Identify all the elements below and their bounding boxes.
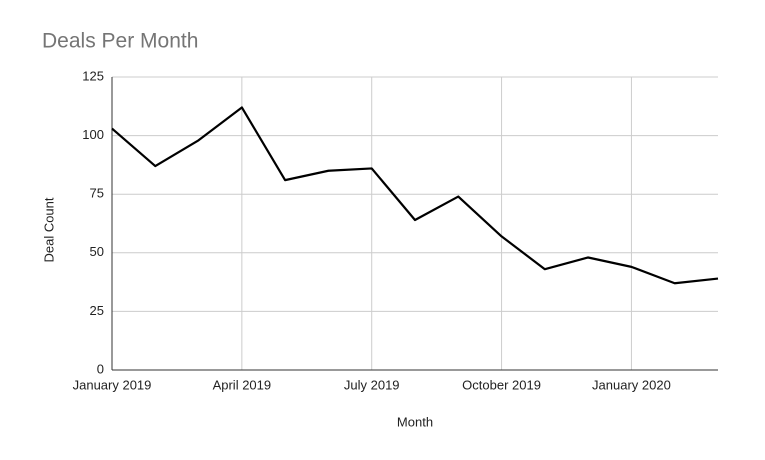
x-tick-label: April 2019 (213, 377, 272, 392)
x-tick-label: January 2020 (592, 377, 671, 392)
y-axis-title: Deal Count (41, 197, 56, 262)
y-tick-label: 0 (97, 361, 104, 376)
y-tick-label: 50 (90, 244, 104, 259)
x-tick-label: October 2019 (462, 377, 541, 392)
y-tick-label: 25 (90, 303, 104, 318)
y-tick-label: 100 (82, 127, 104, 142)
data-line (111, 106, 719, 285)
x-axis-title: Month (397, 414, 433, 429)
y-tick-label: 125 (82, 68, 104, 83)
chart-title: Deals Per Month (42, 30, 198, 53)
y-tick-label: 75 (90, 186, 104, 201)
x-tick-label: January 2019 (73, 377, 152, 392)
x-tick-label: July 2019 (344, 377, 400, 392)
